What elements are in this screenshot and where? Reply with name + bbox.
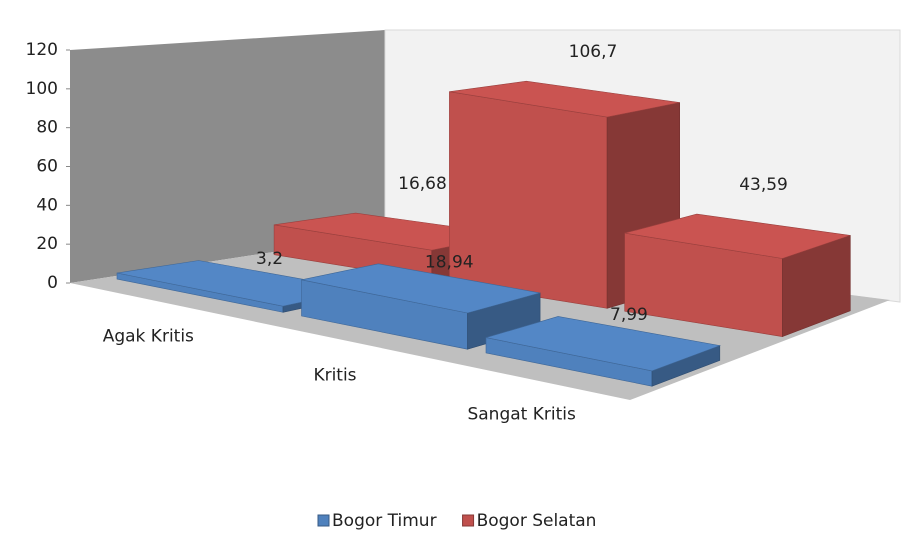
y-tick-label: 100 [26, 79, 58, 99]
bar-top [449, 80, 680, 118]
bar-top [301, 263, 541, 314]
y-tick-label: 40 [36, 195, 58, 215]
bar-front [449, 91, 608, 309]
data-label: 3,2 [256, 249, 283, 269]
data-label: 18,94 [425, 252, 474, 272]
side-wall [70, 30, 385, 283]
y-tick-label: 80 [36, 118, 58, 138]
x-tick-label: Kritis [313, 366, 356, 386]
bar-top [485, 316, 721, 372]
legend-swatch [317, 514, 330, 527]
legend-label: Bogor Timur [332, 511, 437, 531]
data-label: 43,59 [739, 175, 788, 195]
x-tick-label: Sangat Kritis [467, 405, 576, 425]
bar-top [624, 213, 851, 259]
x-tick-label: Agak Kritis [103, 327, 194, 347]
data-label: 7,99 [610, 305, 648, 325]
y-tick-label: 20 [36, 234, 58, 254]
y-tick-label: 120 [26, 40, 58, 60]
y-tick-label: 60 [36, 157, 58, 177]
legend-label: Bogor Selatan [477, 511, 597, 531]
y-tick-label: 0 [47, 273, 58, 293]
legend-swatch [462, 514, 475, 527]
data-label: 16,68 [398, 174, 447, 194]
data-label: 106,7 [569, 42, 618, 62]
